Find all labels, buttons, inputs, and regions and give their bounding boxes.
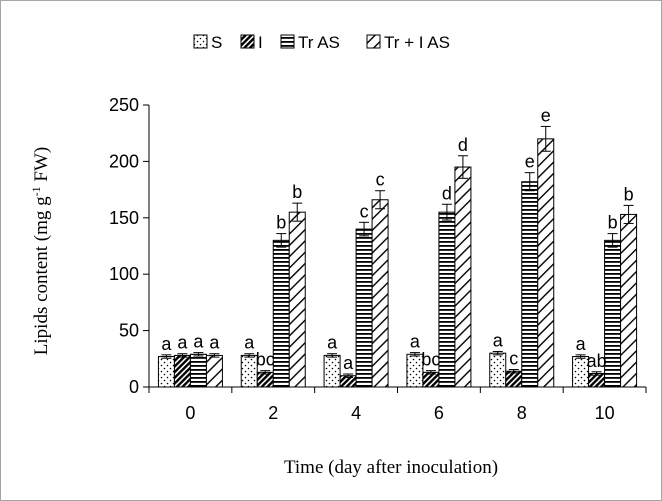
significance-label: a (161, 334, 172, 354)
significance-label: c (509, 349, 518, 369)
y-tick-label: 50 (119, 321, 139, 341)
bar (205, 354, 223, 388)
significance-label: a (177, 333, 188, 353)
bar (489, 352, 507, 388)
significance-label: b (276, 213, 286, 233)
significance-label: b (624, 184, 634, 204)
bar (505, 370, 523, 388)
significance-label: a (576, 334, 587, 354)
legend-label: Tr + I AS (384, 33, 450, 52)
significance-label: c (360, 201, 369, 221)
y-tick-label: 250 (109, 95, 139, 115)
significance-label: bc (256, 350, 275, 370)
significance-label: a (410, 332, 421, 352)
y-tick-label: 100 (109, 264, 139, 284)
legend-label: S (211, 33, 222, 52)
bar (438, 211, 456, 388)
significance-label: a (327, 333, 338, 353)
y-tick-label: 150 (109, 208, 139, 228)
y-axis-title: Lipids content (mg g-1 FW) (29, 147, 52, 355)
bars (157, 138, 638, 388)
error-bars (161, 125, 634, 378)
y-axis: 0 50 100 150 200 250 (109, 95, 150, 397)
significance-label: a (209, 333, 220, 353)
bar (604, 239, 622, 388)
bar (454, 166, 472, 388)
y-title-prefix: Lipids content (mg g (31, 196, 52, 355)
bar (288, 211, 306, 388)
bar (256, 371, 274, 388)
bar (272, 239, 290, 388)
significance-label: ab (587, 351, 607, 371)
significance-label: e (525, 152, 535, 172)
significance-label: a (244, 333, 255, 353)
legend-swatch (240, 34, 255, 49)
significance-label: c (376, 170, 385, 190)
significance-label: a (343, 353, 354, 373)
legend-label: Tr AS (298, 33, 340, 52)
bar (157, 356, 175, 388)
significance-label: e (541, 105, 551, 125)
significance-label: a (193, 332, 204, 352)
legend-swatch (193, 34, 208, 49)
significance-label: b (292, 182, 302, 202)
x-tick-label: 4 (351, 403, 361, 423)
y-title-superscript: -1 (29, 186, 43, 196)
significance-label: d (442, 183, 452, 203)
legend-swatch (366, 34, 381, 49)
x-tick-label: 0 (185, 403, 195, 423)
x-tick-label: 2 (268, 403, 278, 423)
significance-label: d (458, 135, 468, 155)
legend: S I Tr AS Tr + I AS (193, 33, 450, 52)
legend-swatch (280, 34, 295, 49)
y-tick-label: 0 (129, 377, 139, 397)
x-axis: 0 2 4 6 8 10 (148, 386, 647, 423)
bar (355, 228, 373, 388)
bar (371, 199, 389, 388)
significance-label: b (608, 213, 618, 233)
y-title-suffix: FW) (31, 147, 52, 187)
bar (173, 354, 191, 388)
bar (189, 353, 207, 388)
significance-label: bc (421, 350, 440, 370)
x-tick-label: 10 (595, 403, 615, 423)
x-axis-title: Time (day after inoculation) (284, 457, 498, 478)
x-tick-label: 8 (517, 403, 527, 423)
bar (537, 138, 555, 388)
x-tick-label: 6 (434, 403, 444, 423)
bar (620, 213, 638, 388)
y-tick-label: 200 (109, 151, 139, 171)
bar (323, 354, 341, 388)
bar (521, 181, 539, 388)
significance-label: a (493, 330, 504, 350)
legend-label: I (258, 33, 263, 52)
bar (422, 371, 440, 388)
